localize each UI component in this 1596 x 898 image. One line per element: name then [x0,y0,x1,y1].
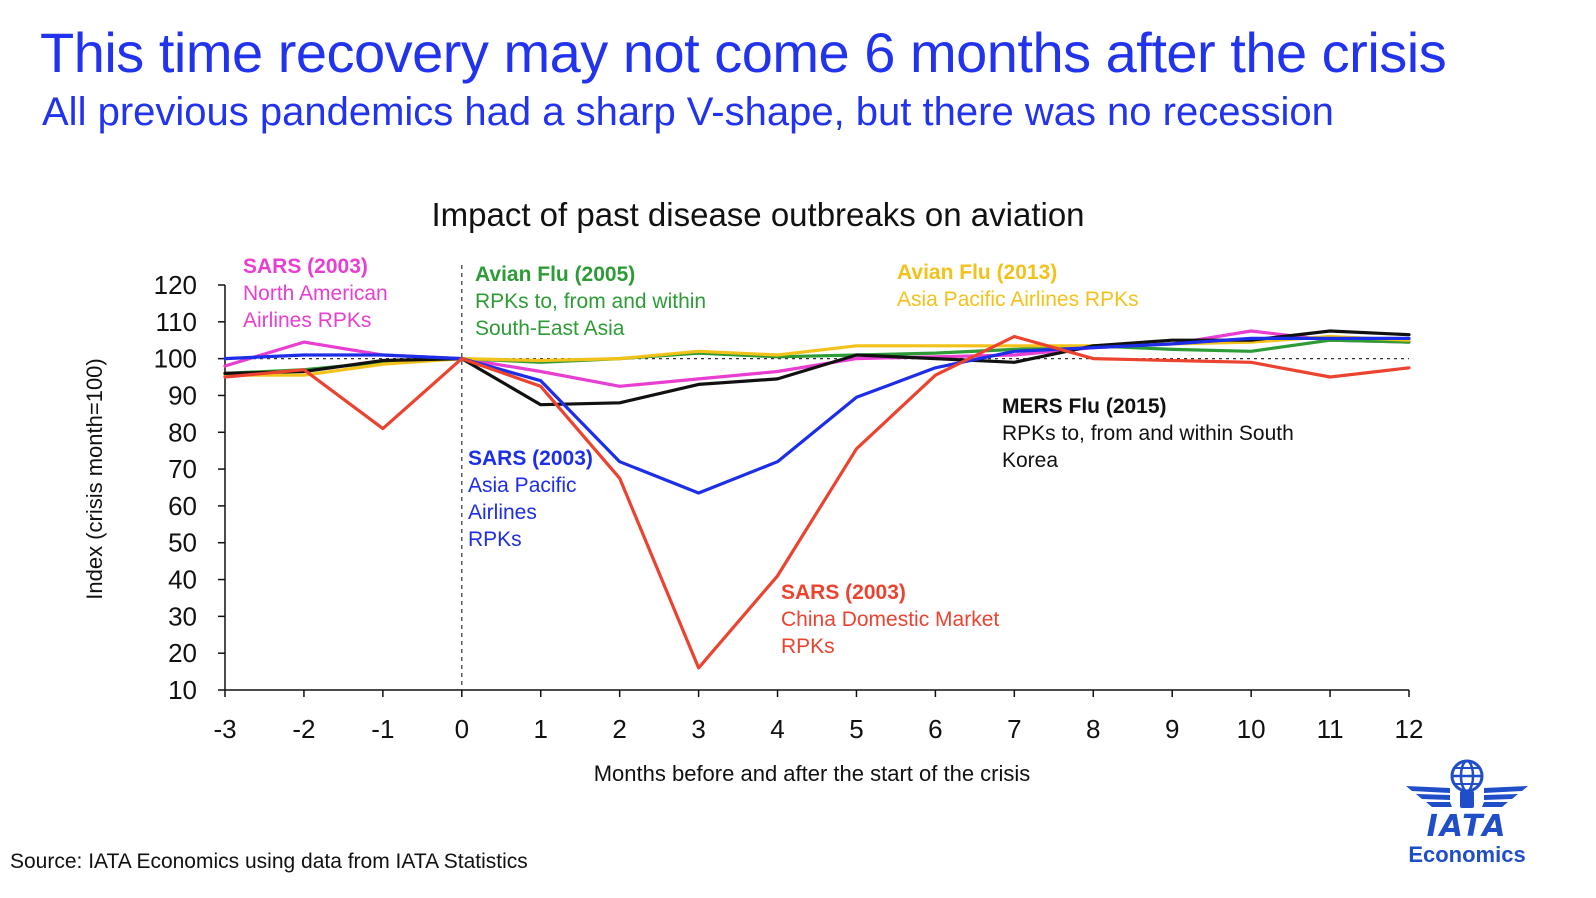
x-tick-label: 12 [1395,714,1424,744]
y-tick-label: 30 [168,601,197,631]
x-tick-label: 0 [455,714,469,744]
y-tick-label: 40 [168,565,197,595]
globe-wings-icon [1406,759,1528,808]
chart-title: Impact of past disease outbreaks on avia… [431,196,1084,233]
annotation-line: Airlines RPKs [243,309,371,332]
x-tick-label: -3 [213,714,236,744]
x-tick-label: -2 [292,714,315,744]
x-axis-label: Months before and after the start of the… [594,761,1031,786]
series-line [223,334,1411,670]
annotation-line: Korea [1002,449,1058,472]
annotation-line: Asia Pacific Airlines RPKs [897,288,1139,311]
y-tick-label: 110 [156,307,197,337]
x-tick-label: 3 [691,714,705,744]
chart-annotations: SARS (2003) North American Airlines RPKs Av… [243,255,1294,658]
iata-logo: IATA Economics [1392,758,1542,868]
x-tick-label: 2 [612,714,626,744]
annotation-line: South-East Asia [475,317,625,340]
y-tick-label: 60 [168,491,197,521]
y-tick-label: 90 [168,380,197,410]
annotation-line: North American [243,282,388,305]
annotation-heading: Avian Flu (2005) [475,263,635,286]
page-title: This time recovery may not come 6 months… [40,21,1447,84]
x-tick-label: 5 [849,714,863,744]
y-tick-label: 120 [154,270,197,300]
y-tick-label: 20 [168,638,197,668]
x-tick-label: 4 [770,714,784,744]
page-subtitle: All previous pandemics had a sharp V-sha… [42,90,1334,134]
x-tick-label: 11 [1317,714,1344,744]
annotation-line: Airlines [468,501,537,524]
series-line [223,336,1411,495]
annotation-line: RPKs [781,635,835,658]
x-tick-label: 8 [1086,714,1100,744]
source-note: Source: IATA Economics using data from I… [10,850,528,873]
x-tick-label: 1 [533,714,547,744]
y-tick-label: 80 [168,417,197,447]
logo-subtitle: Economics [1408,842,1526,867]
y-tick-label: 50 [168,528,197,558]
x-tick-label: 10 [1237,714,1266,744]
y-axis-label: Index (crisis month=100) [82,358,107,600]
annotation-heading: MERS Flu (2015) [1002,395,1167,418]
annotation-heading: SARS (2003) [781,581,906,604]
annotation-heading: SARS (2003) [243,255,368,278]
y-tick-label: 100 [154,344,197,374]
annotation-line: RPKs to, from and within [475,290,706,313]
annotation-line: Asia Pacific [468,474,577,497]
x-tick-label: -1 [371,714,394,744]
x-tick-label: 6 [928,714,942,744]
annotation-line: China Domestic Market [781,608,999,631]
series-line [223,334,1411,377]
y-tick-label: 70 [168,454,197,484]
y-tick-label: 10 [168,675,197,705]
annotation-line: RPKs to, from and within South [1002,422,1294,445]
logo-wordmark: IATA [1426,809,1508,844]
annotation-heading: Avian Flu (2013) [897,261,1057,284]
x-tick-label: 9 [1165,714,1179,744]
chart-series [223,329,1411,670]
x-tick-label: 7 [1007,714,1021,744]
annotation-heading: SARS (2003) [468,447,593,470]
annotation-line: RPKs [468,528,522,551]
